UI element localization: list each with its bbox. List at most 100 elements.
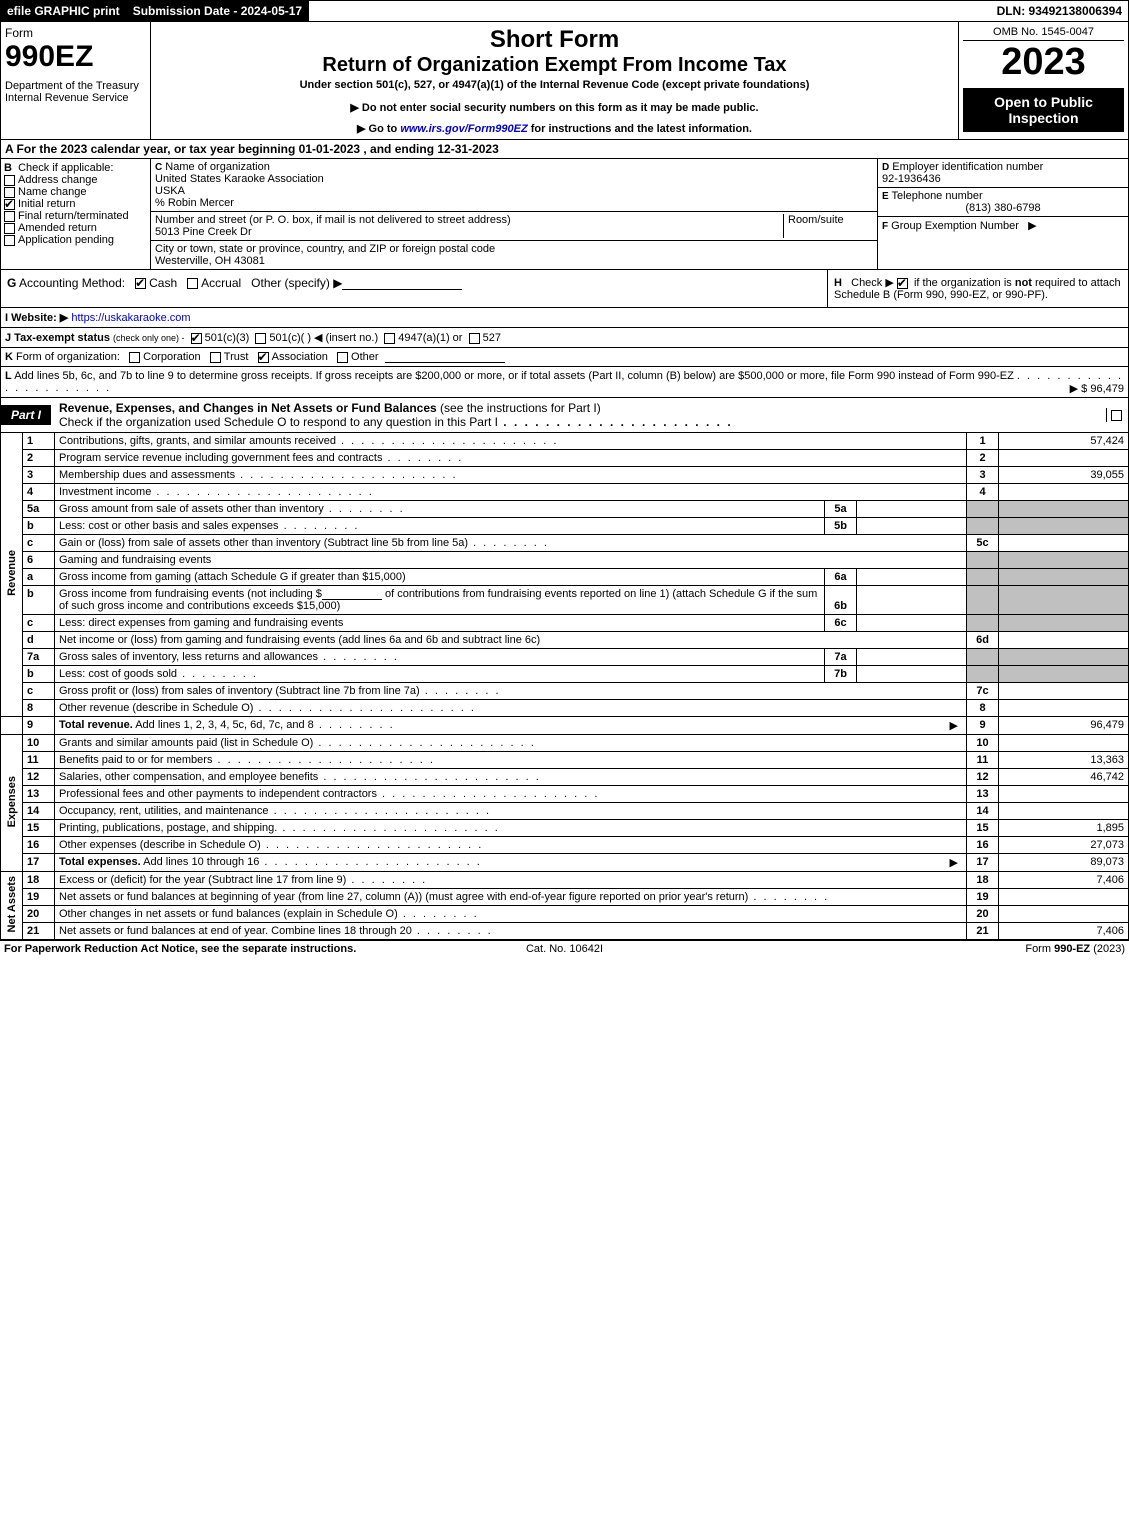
line-17-rn: 17 — [967, 854, 999, 872]
line-21-val: 7,406 — [999, 923, 1129, 940]
l-text: Add lines 5b, 6c, and 7b to line 9 to de… — [14, 370, 1014, 382]
line-1-desc: Contributions, gifts, grants, and simila… — [59, 435, 336, 447]
checkbox-address-change[interactable] — [4, 175, 15, 186]
website-link[interactable]: https://uskakaraoke.com — [71, 312, 190, 324]
row-i: I Website: ▶ https://uskakaraoke.com — [0, 308, 1129, 328]
checkbox-501c3[interactable] — [191, 333, 202, 344]
line-21-desc: Net assets or fund balances at end of ye… — [59, 925, 412, 937]
checkbox-cash[interactable] — [135, 278, 146, 289]
part1-dots — [498, 415, 733, 429]
revenue-section-label: Revenue — [1, 433, 23, 717]
line-11-val: 13,363 — [999, 752, 1129, 769]
line-14-num: 14 — [23, 803, 55, 820]
checkbox-accrual[interactable] — [187, 278, 198, 289]
open-to-public: Open to Public Inspection — [963, 88, 1124, 132]
line-6-desc: Gaming and fundraising events — [59, 554, 211, 566]
footer-left: For Paperwork Reduction Act Notice, see … — [4, 943, 378, 955]
line-9-val: 96,479 — [999, 717, 1129, 735]
street-value: 5013 Pine Creek Dr — [155, 226, 252, 238]
part1-table: Revenue 1 Contributions, gifts, grants, … — [0, 433, 1129, 940]
line-21-num: 21 — [23, 923, 55, 940]
opt-4947: 4947(a)(1) or — [398, 332, 462, 344]
other-org-blank[interactable] — [385, 351, 505, 363]
checkbox-corporation[interactable] — [129, 352, 140, 363]
ein-label: Employer identification number — [892, 161, 1043, 173]
j-hint: (check only one) - — [113, 333, 185, 343]
ssn-warning: ▶ Do not enter social security numbers o… — [155, 101, 954, 114]
line-5b-num: b — [23, 518, 55, 535]
accounting-method: Accounting Method: — [19, 276, 125, 290]
city-value: Westerville, OH 43081 — [155, 255, 265, 267]
line-5a-desc: Gross amount from sale of assets other t… — [59, 503, 324, 515]
line-9-desc: Total revenue. — [59, 719, 133, 731]
line-9-rn: 9 — [967, 717, 999, 735]
checkbox-final-return[interactable] — [4, 211, 15, 222]
line-3-desc: Membership dues and assessments — [59, 469, 235, 481]
checkbox-527[interactable] — [469, 333, 480, 344]
line-10-val — [999, 735, 1129, 752]
checkbox-association[interactable] — [258, 352, 269, 363]
line-5a-num: 5a — [23, 501, 55, 518]
h-text1: Check ▶ — [851, 277, 894, 289]
line-7c-desc: Gross profit or (loss) from sales of inv… — [59, 685, 420, 697]
org-name-2: USKA — [155, 185, 185, 197]
opt-501c3: 501(c)(3) — [205, 332, 250, 344]
line-12-num: 12 — [23, 769, 55, 786]
line-14-desc: Occupancy, rent, utilities, and maintena… — [59, 805, 269, 817]
line-10-desc: Grants and similar amounts paid (list in… — [59, 737, 313, 749]
final-return: Final return/terminated — [18, 210, 129, 222]
line-6a-in: 6a — [825, 569, 857, 586]
checkbox-application-pending[interactable] — [4, 235, 15, 246]
line-12-rn: 12 — [967, 769, 999, 786]
line-12-val: 46,742 — [999, 769, 1129, 786]
submission-date: Submission Date - 2024-05-17 — [127, 1, 309, 21]
line-2-rn: 2 — [967, 450, 999, 467]
goto-pre: ▶ Go to — [357, 123, 400, 135]
checkbox-trust[interactable] — [210, 352, 221, 363]
tax-year: 2023 — [963, 41, 1124, 84]
line-20-desc: Other changes in net assets or fund bala… — [59, 908, 398, 920]
checkbox-501c[interactable] — [255, 333, 266, 344]
name-change: Name change — [18, 186, 87, 198]
form-number: 990EZ — [5, 40, 146, 74]
checkbox-initial-return[interactable] — [4, 199, 15, 210]
line-2-desc: Program service revenue including govern… — [59, 452, 382, 464]
checkbox-other-org[interactable] — [337, 352, 348, 363]
row-j: J Tax-exempt status (check only one) - 5… — [0, 328, 1129, 348]
line-17-arrow: ▶ — [950, 856, 962, 869]
dept-irs: Internal Revenue Service — [5, 92, 146, 104]
checkbox-schedule-b[interactable] — [897, 278, 908, 289]
goto-post: for instructions and the latest informat… — [528, 123, 752, 135]
page-footer: For Paperwork Reduction Act Notice, see … — [0, 940, 1129, 957]
part1-title: Revenue, Expenses, and Changes in Net As… — [51, 398, 1106, 432]
line-16-val: 27,073 — [999, 837, 1129, 854]
line-6d-desc: Net income or (loss) from gaming and fun… — [59, 634, 540, 646]
line-17-num: 17 — [23, 854, 55, 872]
line-6c-num: c — [23, 615, 55, 632]
line-6c-desc: Less: direct expenses from gaming and fu… — [59, 617, 343, 629]
opt-association: Association — [272, 351, 328, 363]
k-text: Form of organization: — [16, 351, 120, 363]
line-7b-desc: Less: cost of goods sold — [59, 668, 177, 680]
footer-form-ref: Form 990-EZ (2023) — [751, 943, 1125, 955]
checkbox-schedule-o[interactable] — [1111, 410, 1122, 421]
line-16-desc: Other expenses (describe in Schedule O) — [59, 839, 261, 851]
line-9-num: 9 — [23, 717, 55, 735]
part1-header: Part I Revenue, Expenses, and Changes in… — [0, 398, 1129, 433]
efile-print[interactable]: efile GRAPHIC print — [1, 1, 127, 21]
amended-return: Amended return — [18, 222, 97, 234]
line-15-rn: 15 — [967, 820, 999, 837]
h-text2: if the organization is — [914, 277, 1015, 289]
line-5c-val — [999, 535, 1129, 552]
line-17-desc: Total expenses. — [59, 856, 141, 868]
name-of-org-label: Name of organization — [165, 161, 270, 173]
f-label: F — [882, 221, 888, 232]
goto-link[interactable]: www.irs.gov/Form990EZ — [400, 123, 527, 135]
checkbox-amended-return[interactable] — [4, 223, 15, 234]
checkbox-4947[interactable] — [384, 333, 395, 344]
other-specify-blank[interactable] — [342, 278, 462, 290]
accrual-label: Accrual — [201, 276, 241, 290]
footer-cat-no: Cat. No. 10642I — [378, 943, 752, 955]
line-17-desc2: Add lines 10 through 16 — [141, 856, 260, 868]
telephone-label: Telephone number — [892, 190, 983, 202]
